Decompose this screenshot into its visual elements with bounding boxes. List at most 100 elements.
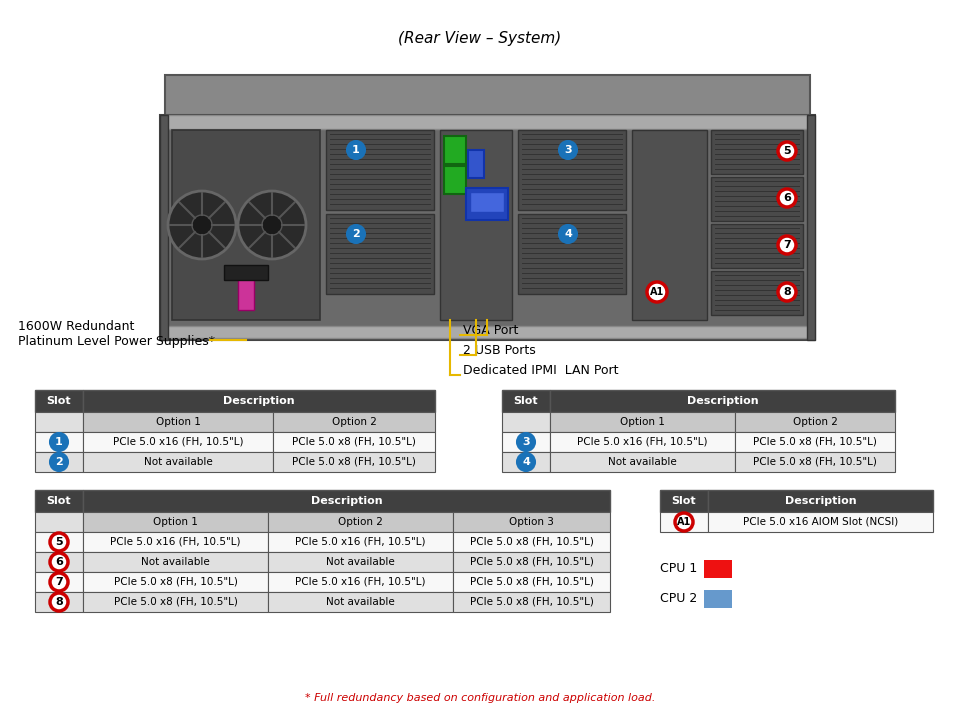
Text: Not available: Not available — [144, 457, 212, 467]
Bar — [165, 326, 810, 338]
Bar — [735, 452, 895, 472]
Text: Option 2: Option 2 — [793, 417, 837, 427]
Circle shape — [50, 453, 68, 471]
Text: 8: 8 — [783, 287, 791, 297]
Bar — [35, 532, 83, 552]
Bar — [704, 590, 732, 608]
Text: PCIe 5.0 x8 (FH, 10.5"L): PCIe 5.0 x8 (FH, 10.5"L) — [753, 457, 876, 467]
Text: Slot: Slot — [672, 496, 696, 506]
Bar — [453, 572, 610, 592]
Text: 2: 2 — [55, 457, 62, 467]
Bar — [160, 115, 815, 340]
Bar — [711, 271, 803, 315]
Bar — [660, 512, 708, 532]
Bar — [711, 177, 803, 221]
Text: 2: 2 — [352, 229, 360, 239]
Circle shape — [647, 282, 667, 302]
Text: Description: Description — [686, 396, 758, 406]
Bar — [83, 532, 268, 552]
Bar — [268, 512, 453, 532]
Bar — [83, 552, 268, 572]
Text: PCIe 5.0 x16 AIOM Slot (NCSI): PCIe 5.0 x16 AIOM Slot (NCSI) — [743, 517, 899, 527]
Text: Description: Description — [311, 496, 382, 506]
Bar — [704, 560, 732, 578]
Text: PCIe 5.0 x8 (FH, 10.5"L): PCIe 5.0 x8 (FH, 10.5"L) — [113, 597, 237, 607]
Bar — [550, 412, 735, 432]
Text: 6: 6 — [783, 193, 791, 203]
Text: Not available: Not available — [141, 557, 210, 567]
Text: PCIe 5.0 x16 (FH, 10.5"L): PCIe 5.0 x16 (FH, 10.5"L) — [296, 537, 425, 547]
Text: 1: 1 — [352, 145, 360, 155]
Circle shape — [347, 141, 365, 159]
Circle shape — [262, 215, 282, 235]
Text: PCIe 5.0 x16 (FH, 10.5"L): PCIe 5.0 x16 (FH, 10.5"L) — [110, 537, 241, 547]
Circle shape — [50, 573, 68, 591]
Text: Option 2: Option 2 — [338, 517, 383, 527]
Text: PCIe 5.0 x8 (FH, 10.5"L): PCIe 5.0 x8 (FH, 10.5"L) — [292, 457, 416, 467]
Text: 7: 7 — [783, 240, 791, 250]
Circle shape — [50, 433, 68, 451]
Circle shape — [192, 215, 212, 235]
Text: * Full redundancy based on configuration and application load.: * Full redundancy based on configuration… — [305, 693, 655, 703]
Text: 4: 4 — [564, 229, 572, 239]
Text: (Rear View – System): (Rear View – System) — [398, 30, 562, 45]
Bar — [550, 452, 735, 472]
Text: 3: 3 — [564, 145, 572, 155]
Bar — [708, 512, 933, 532]
Circle shape — [778, 236, 796, 254]
Text: Option 2: Option 2 — [331, 417, 376, 427]
Bar — [83, 490, 610, 512]
Circle shape — [778, 189, 796, 207]
Bar — [83, 592, 268, 612]
Text: Option 1: Option 1 — [153, 517, 198, 527]
Bar — [444, 136, 466, 164]
Bar — [550, 390, 895, 412]
Text: 2 USB Ports: 2 USB Ports — [463, 343, 536, 356]
Bar — [35, 412, 83, 432]
Bar — [273, 452, 435, 472]
Text: PCIe 5.0 x8 (FH, 10.5"L): PCIe 5.0 x8 (FH, 10.5"L) — [469, 577, 593, 587]
Text: 6: 6 — [55, 557, 63, 567]
Text: 8: 8 — [55, 597, 62, 607]
Bar — [708, 490, 933, 512]
Text: CPU 1: CPU 1 — [660, 562, 697, 575]
Bar — [268, 572, 453, 592]
Bar — [35, 490, 83, 512]
Text: 7: 7 — [55, 577, 62, 587]
Bar — [268, 592, 453, 612]
Circle shape — [675, 513, 693, 531]
Bar — [83, 412, 273, 432]
Bar — [238, 272, 254, 310]
Text: VGA Port: VGA Port — [463, 323, 518, 336]
Bar — [273, 432, 435, 452]
Bar — [453, 592, 610, 612]
Bar — [268, 532, 453, 552]
Text: Slot: Slot — [47, 396, 71, 406]
Text: Not available: Not available — [326, 597, 395, 607]
Bar — [518, 130, 626, 210]
Bar — [83, 512, 268, 532]
Bar — [550, 432, 735, 452]
Bar — [83, 452, 273, 472]
Text: Option 1: Option 1 — [156, 417, 201, 427]
Text: A1: A1 — [677, 517, 691, 527]
Text: Slot: Slot — [47, 496, 71, 506]
Bar — [502, 412, 550, 432]
Bar — [735, 432, 895, 452]
Bar — [502, 452, 550, 472]
Text: 5: 5 — [55, 537, 62, 547]
Bar — [807, 115, 815, 340]
Text: Not available: Not available — [326, 557, 395, 567]
Bar — [35, 452, 83, 472]
Bar — [453, 512, 610, 532]
Circle shape — [517, 453, 535, 471]
Bar — [35, 390, 83, 412]
Text: Dedicated IPMI  LAN Port: Dedicated IPMI LAN Port — [463, 364, 618, 377]
Circle shape — [778, 283, 796, 301]
Text: PCIe 5.0 x8 (FH, 10.5"L): PCIe 5.0 x8 (FH, 10.5"L) — [469, 557, 593, 567]
Bar — [165, 75, 810, 120]
Text: Option 3: Option 3 — [509, 517, 554, 527]
Bar — [326, 214, 434, 294]
Bar — [453, 532, 610, 552]
Circle shape — [559, 225, 577, 243]
